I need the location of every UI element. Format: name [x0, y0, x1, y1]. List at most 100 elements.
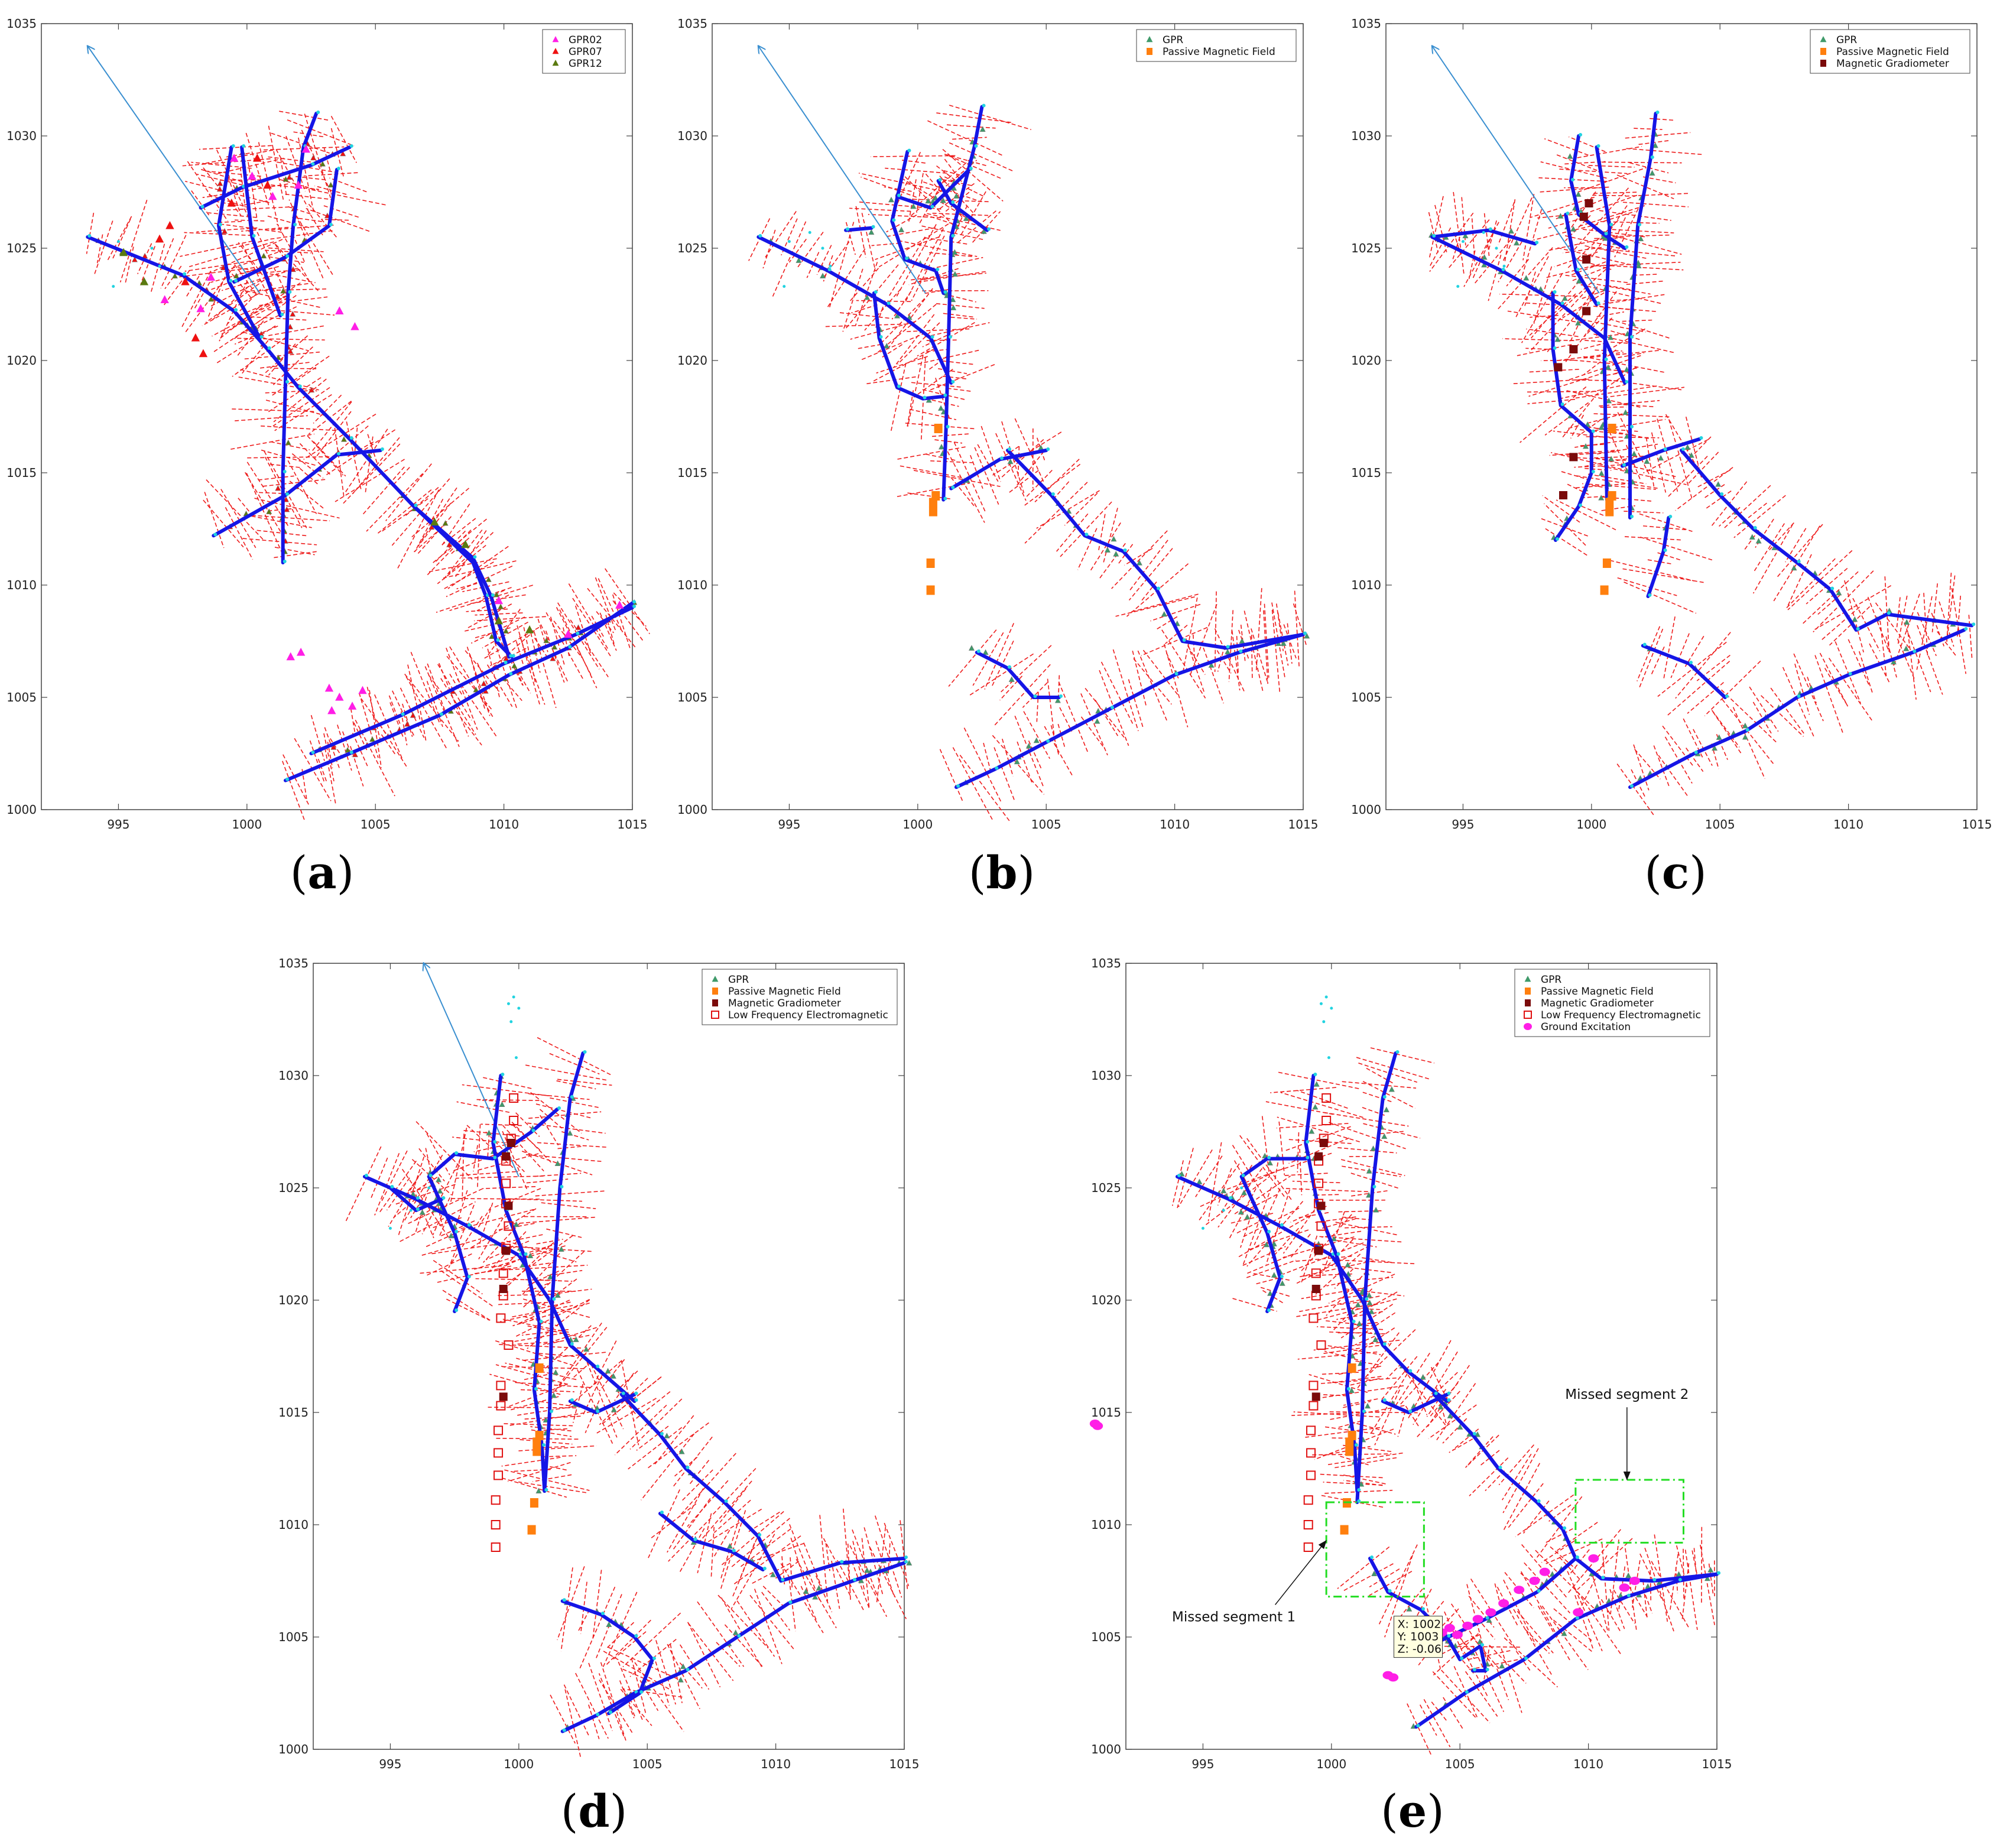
gpr-marker-e-99	[1704, 1575, 1710, 1581]
ground-marker-e-9	[1485, 1608, 1496, 1617]
route-line-d-5	[568, 1392, 637, 1414]
detection-mark-a-248	[414, 499, 444, 552]
detection-mark-c-7	[1472, 238, 1491, 278]
route-vertex-d-2-1	[493, 1140, 497, 1144]
pmf-marker-b-3	[926, 558, 935, 568]
detection-mark-c-252	[1711, 743, 1719, 769]
legend-label-e-1: Passive Magnetic Field	[1541, 986, 1654, 998]
route-vertex-b-5-4	[1174, 672, 1178, 675]
route-vertex-e-8-6	[1472, 1668, 1476, 1671]
ytick-label-c-3: 1015	[1351, 466, 1381, 480]
detection-mark-d-182	[515, 1112, 540, 1137]
route-line-c-4	[1569, 134, 1627, 250]
detection-mark-a-224	[469, 654, 485, 709]
legend-swatch-e-0	[1524, 976, 1531, 982]
detection-mark-b-82	[851, 304, 878, 314]
route-vertex-c-4-1	[1571, 178, 1575, 181]
detection-mark-d-44	[501, 1477, 567, 1498]
ytick-label-e-2: 1010	[1091, 1518, 1121, 1532]
caption-e: (e)	[1324, 1785, 1501, 1837]
detection-mark-d-256	[631, 1658, 647, 1714]
detection-mark-c-148	[1571, 187, 1629, 254]
route-line-d-3	[427, 1107, 559, 1313]
legend-swatch-e-3	[1524, 1011, 1532, 1019]
grad-marker-e-3	[1314, 1246, 1323, 1255]
direction-arrow-d	[424, 963, 520, 1177]
detection-mark-e-267	[1517, 1610, 1554, 1654]
detection-mark-c-290	[1670, 633, 1690, 678]
gpr-marker-c-98	[1742, 734, 1748, 740]
detection-mark-c-94	[1559, 384, 1626, 400]
xtick-label-d-3: 1010	[761, 1757, 791, 1771]
detection-mark-b-155	[1287, 623, 1293, 664]
gpr-marker-a-2	[131, 256, 138, 262]
detection-mark-b-185	[1142, 649, 1179, 696]
gpr-marker-b-69	[888, 196, 895, 203]
detection-mark-d-224	[721, 1511, 784, 1566]
route-vertex-a-6-3	[259, 335, 264, 339]
gpr-marker-e-12	[1355, 1301, 1361, 1307]
detection-mark-d-96	[525, 1064, 608, 1081]
route-line-b-9	[844, 226, 874, 232]
detection-mark-b-5	[788, 239, 807, 263]
panel-a: 995 1000 1005 1010 1015 1000 1005 1010 1015 1020 1…	[0, 0, 653, 886]
xtick-label-e-4: 1015	[1702, 1757, 1732, 1771]
route-vertex-c-7-6	[1887, 611, 1891, 615]
detection-mark-c-243	[1633, 744, 1650, 791]
detection-mark-c-240	[1968, 615, 1973, 660]
caption-a: (a)	[233, 846, 411, 899]
detection-mark-b-194	[1231, 630, 1241, 691]
route-vertex-e-1-4	[1382, 1095, 1387, 1099]
caption-e-label: e	[1398, 1785, 1427, 1837]
gpr-marker-d-9	[573, 1336, 579, 1342]
route-vertex-d-3-4	[454, 1151, 459, 1155]
gpr-marker-b-61	[1208, 662, 1215, 668]
detection-mark-e-40	[1408, 1340, 1452, 1418]
route-vertex-c-8-2	[1745, 728, 1749, 732]
detection-mark-c-197	[1667, 456, 1708, 498]
caption-c: (c)	[1587, 846, 1764, 899]
cyan-point-b-3	[829, 264, 832, 268]
detection-mark-e-203	[1523, 1501, 1550, 1534]
detection-mark-b-251	[957, 209, 998, 243]
gpr-marker-c-26	[1635, 262, 1642, 269]
gpr-marker-c-18	[1622, 409, 1629, 415]
detection-mark-d-104	[480, 1123, 522, 1126]
gpr-marker-e-9	[1345, 1261, 1351, 1268]
detection-mark-a-1	[96, 234, 103, 264]
legend-swatch-d-1	[712, 988, 718, 995]
route-vertex-b-0-4	[951, 380, 955, 384]
legend-label-e-0: GPR	[1541, 974, 1561, 986]
detection-mark-c-45	[1599, 400, 1660, 407]
gpr-marker-e-22	[1364, 1402, 1371, 1409]
detection-mark-a-142	[287, 460, 317, 514]
detection-mark-c-257	[1722, 699, 1775, 765]
route-vertex-a-5-0	[414, 504, 418, 507]
route-line-e-7	[1414, 1572, 1719, 1729]
route-vertex-b-4-5	[1182, 638, 1186, 642]
grad-marker-d-2	[504, 1201, 513, 1210]
detection-mark-d-262	[667, 1644, 700, 1709]
cyan-point-e-6	[1222, 1209, 1225, 1212]
detection-mark-a-262	[466, 608, 508, 612]
detection-mark-e-189	[1428, 1404, 1477, 1440]
detection-mark-c-55	[1622, 319, 1652, 322]
detection-mark-b-25	[922, 334, 947, 347]
ytick-label-d-3: 1015	[278, 1405, 309, 1420]
cyan-point-e-2	[1330, 1006, 1333, 1010]
detection-mark-b-206	[991, 640, 1014, 687]
route-vertex-d-0-1	[415, 1196, 420, 1200]
cyan-point-e-3	[1322, 1020, 1326, 1024]
detection-mark-a-259	[456, 579, 490, 590]
gpr02-marker-a-13	[335, 693, 344, 701]
route-vertex-e-7-5	[1678, 1578, 1682, 1581]
detection-mark-b-246	[942, 148, 1004, 202]
detection-mark-e-125	[1326, 1278, 1361, 1287]
detection-mark-c-273	[1859, 651, 1874, 694]
detection-mark-d-221	[713, 1499, 751, 1533]
detection-mark-a-198	[595, 577, 617, 632]
xtick-label-a-4: 1015	[618, 817, 648, 832]
gpr12-marker-a-4	[494, 616, 504, 625]
detection-mark-b-159	[959, 755, 1010, 821]
route-line-a-0	[86, 235, 514, 659]
